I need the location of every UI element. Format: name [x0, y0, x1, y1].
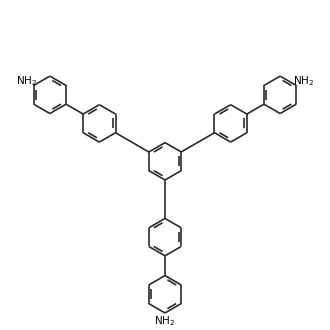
Text: NH$_2$: NH$_2$: [154, 314, 176, 328]
Text: NH$_2$: NH$_2$: [293, 75, 314, 88]
Text: NH$_2$: NH$_2$: [16, 75, 37, 88]
